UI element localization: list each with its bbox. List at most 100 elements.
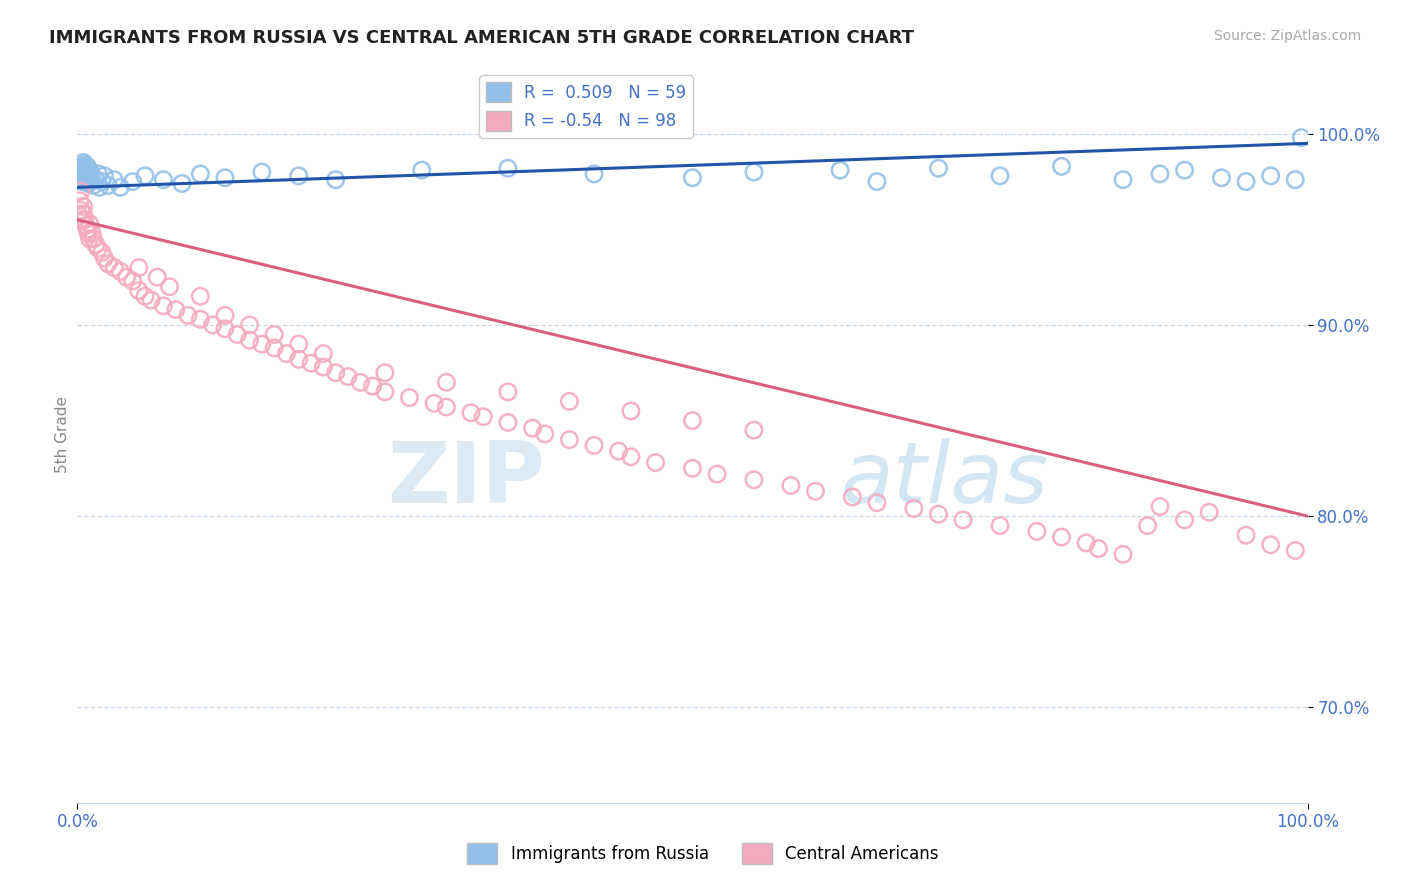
Text: atlas: atlas [841,437,1047,521]
Point [312,359,335,374]
Point [87,242,110,256]
Point [361,379,384,393]
Point [134,289,156,303]
Point [77,167,100,181]
Point [288,352,311,367]
Point [70,203,93,218]
Point [299,356,322,370]
Point [1112,547,1135,561]
Point [742,473,765,487]
Point [77,177,100,191]
Point [1234,175,1257,189]
Point [928,507,950,521]
Point [70,165,93,179]
Point [121,175,143,189]
Point [1198,505,1220,519]
Point [72,207,94,221]
Text: ZIP: ZIP [387,437,546,521]
Point [1260,169,1282,183]
Point [170,177,193,191]
Point [110,180,132,194]
Point [583,438,606,452]
Point [1291,130,1313,145]
Point [146,270,169,285]
Point [84,237,107,252]
Point [423,396,446,410]
Point [1284,172,1306,186]
Point [250,337,273,351]
Point [1050,159,1073,173]
Point [72,199,94,213]
Point [682,461,704,475]
Point [558,433,581,447]
Point [93,169,115,183]
Point [76,170,98,185]
Point [1136,518,1159,533]
Point [79,165,101,179]
Point [804,484,827,499]
Point [620,450,643,464]
Point [188,312,212,326]
Point [72,159,94,173]
Point [866,496,889,510]
Point [97,257,120,271]
Point [239,318,262,332]
Point [866,175,889,189]
Point [72,167,94,181]
Point [89,180,111,194]
Point [214,170,236,185]
Point [706,467,728,481]
Point [70,212,93,227]
Point [928,161,950,176]
Y-axis label: 5th Grade: 5th Grade [55,396,70,474]
Point [325,366,347,380]
Point [496,416,519,430]
Point [1284,543,1306,558]
Point [214,309,236,323]
Point [1149,167,1171,181]
Point [226,327,249,342]
Point [110,264,132,278]
Point [70,175,93,189]
Point [152,299,174,313]
Text: IMMIGRANTS FROM RUSSIA VS CENTRAL AMERICAN 5TH GRADE CORRELATION CHART: IMMIGRANTS FROM RUSSIA VS CENTRAL AMERIC… [49,29,914,46]
Point [436,376,458,390]
Point [67,207,90,221]
Point [534,426,557,441]
Point [607,444,630,458]
Point [69,169,91,183]
Point [73,172,96,186]
Point [411,163,433,178]
Point [1076,536,1098,550]
Text: Source: ZipAtlas.com: Source: ZipAtlas.com [1213,29,1361,43]
Point [496,384,519,399]
Point [82,226,104,240]
Point [583,167,606,181]
Point [742,165,765,179]
Point [103,260,125,275]
Point [682,170,704,185]
Point [325,172,347,186]
Legend: R =  0.509   N = 59, R = -0.54   N = 98: R = 0.509 N = 59, R = -0.54 N = 98 [479,75,693,137]
Point [188,167,212,181]
Point [349,376,371,390]
Point [288,169,311,183]
Point [436,400,458,414]
Point [1174,163,1197,178]
Point [75,219,97,233]
Point [77,226,100,240]
Point [80,175,103,189]
Point [103,172,125,186]
Point [1050,530,1073,544]
Point [988,169,1011,183]
Point [742,423,765,437]
Point [84,172,107,186]
Point [903,501,925,516]
Point [239,333,262,347]
Point [76,159,98,173]
Point [82,232,104,246]
Point [79,163,101,178]
Point [337,369,360,384]
Point [82,169,104,183]
Point [70,184,93,198]
